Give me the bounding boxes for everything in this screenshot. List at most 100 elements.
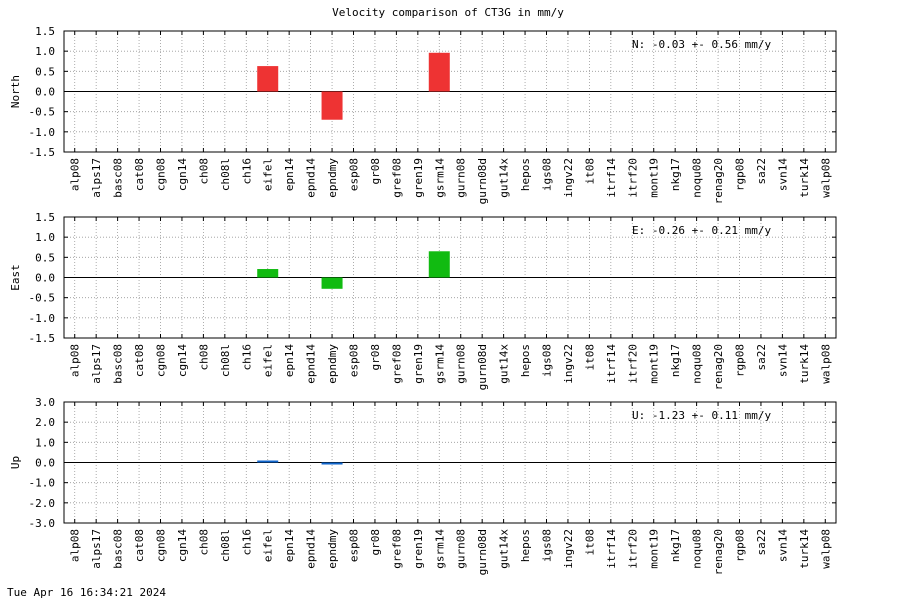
y-tick-label: 2.0 (35, 416, 55, 429)
x-tick-label: epn14 (283, 158, 296, 191)
x-tick-label: noqu08 (691, 158, 704, 198)
bar-eifel (257, 66, 279, 92)
y-tick-label: 3.0 (35, 396, 55, 409)
x-tick-label: basc08 (112, 529, 125, 569)
x-tick-label: gref08 (390, 529, 403, 569)
x-tick-label: ch16 (240, 158, 253, 185)
x-tick-label: rgp08 (734, 158, 747, 191)
y-tick-label: 1.0 (35, 45, 55, 58)
x-tick-label: itrf20 (626, 344, 639, 384)
panel-up: -3.0 -2.0 -1.0 0.0 1.0 2.0 3.0 alp08 alps17 basc0… (9, 396, 837, 575)
x-tick-label: sa22 (755, 158, 768, 185)
x-tick-label: svn14 (776, 529, 789, 562)
x-tick-label: noqu08 (691, 529, 704, 569)
x-tick-label: eifel (262, 344, 275, 377)
x-tick-label: itrf14 (605, 344, 618, 384)
x-tick-label: itrf20 (626, 529, 639, 569)
x-tick-label: svn14 (776, 158, 789, 191)
x-tick-label: ch16 (240, 344, 253, 371)
y-tick-label: -0.5 (29, 292, 56, 305)
x-tick-label: ingv22 (562, 158, 575, 198)
y-tick-label: -2.0 (29, 497, 56, 510)
bar-epndmy (321, 462, 343, 465)
x-tick-label: cgn14 (176, 529, 189, 562)
x-tick-label: cat08 (133, 344, 146, 377)
x-tick-label: ch08l (219, 529, 232, 562)
bar-epndmy (321, 91, 343, 120)
y-axis-label: Up (9, 456, 22, 469)
plot-frame (63, 216, 837, 339)
x-tick-label: hepos (519, 344, 532, 377)
bar-gsrm14 (428, 52, 450, 92)
x-tick-label: gsrm14 (433, 344, 446, 384)
x-tick-label: gren19 (412, 344, 425, 384)
panel-north: -1.5 -1.0 -0.5 0.0 0.5 1.0 1.5 alp08 alps17 basc0… (9, 25, 837, 204)
x-tick-label: nkg17 (669, 344, 682, 377)
y-tick-label: 0.0 (35, 86, 55, 99)
x-tick-label: turk14 (798, 529, 811, 569)
x-tick-label: it08 (583, 529, 596, 556)
y-axis-label: North (9, 75, 22, 108)
bar-gsrm14 (428, 251, 450, 278)
y-tick-label: -1.0 (29, 312, 56, 325)
statistics-annotation: E: -0.26 +- 0.21 mm/y (632, 224, 771, 237)
x-tick-label: cgn08 (155, 158, 168, 191)
x-tick-label: ch08 (197, 344, 210, 371)
x-tick-label: rgp08 (734, 344, 747, 377)
x-tick-label: esp08 (348, 529, 361, 562)
x-tick-label: hepos (519, 529, 532, 562)
x-tick-label: cgn14 (176, 158, 189, 191)
x-tick-label: renag20 (712, 344, 725, 390)
statistics-annotation: U: -1.23 +- 0.11 mm/y (632, 409, 771, 422)
x-tick-label: gsrm14 (433, 529, 446, 569)
y-tick-label: -1.5 (29, 146, 56, 159)
x-tick-label: cgn08 (155, 344, 168, 377)
x-tick-label: cgn08 (155, 529, 168, 562)
bar-epndmy (321, 277, 343, 289)
x-tick-label: eifel (262, 158, 275, 191)
x-tick-label: gut14x (498, 158, 511, 198)
x-tick-label: gut14x (498, 344, 511, 384)
x-tick-label: alps17 (90, 344, 103, 384)
bar-eifel (257, 269, 279, 278)
x-tick-label: gr08 (369, 158, 382, 185)
x-tick-label: ch08 (197, 158, 210, 185)
x-tick-label: walp08 (819, 158, 832, 198)
x-tick-label: walp08 (819, 529, 832, 569)
x-tick-label: epn14 (283, 344, 296, 377)
x-tick-label: alps17 (90, 529, 103, 569)
x-tick-label: cat08 (133, 529, 146, 562)
x-tick-label: nkg17 (669, 158, 682, 191)
x-tick-label: itrf14 (605, 158, 618, 198)
x-tick-label: cat08 (133, 158, 146, 191)
x-tick-label: basc08 (112, 344, 125, 384)
x-tick-label: eifel (262, 529, 275, 562)
x-tick-label: walp08 (819, 344, 832, 384)
y-tick-label: 1.0 (35, 231, 55, 244)
x-tick-label: epnd14 (305, 529, 318, 569)
x-tick-label: alp08 (69, 529, 82, 562)
x-tick-label: epndmy (326, 529, 339, 569)
chart-title: Velocity comparison of CT3G in mm/y (332, 6, 564, 19)
y-axis-label: East (9, 264, 22, 291)
x-tick-label: gr08 (369, 344, 382, 371)
plot-frame (63, 30, 837, 153)
y-tick-label: 1.5 (35, 25, 55, 38)
x-tick-label: sa22 (755, 344, 768, 371)
x-tick-label: rgp08 (734, 529, 747, 562)
x-tick-label: hepos (519, 158, 532, 191)
y-tick-label: -1.0 (29, 126, 56, 139)
x-tick-label: turk14 (798, 344, 811, 384)
timestamp: Tue Apr 16 16:34:21 2024 (7, 586, 166, 599)
x-tick-label: noqu08 (691, 344, 704, 384)
x-tick-label: alps17 (90, 158, 103, 198)
plot-frame (63, 401, 837, 524)
x-tick-label: gurn08d (476, 158, 489, 204)
x-tick-label: mont19 (648, 529, 661, 569)
x-tick-label: gref08 (390, 158, 403, 198)
x-tick-label: itrf14 (605, 529, 618, 569)
x-tick-label: epn14 (283, 529, 296, 562)
x-tick-label: ch08l (219, 344, 232, 377)
x-tick-label: mont19 (648, 344, 661, 384)
